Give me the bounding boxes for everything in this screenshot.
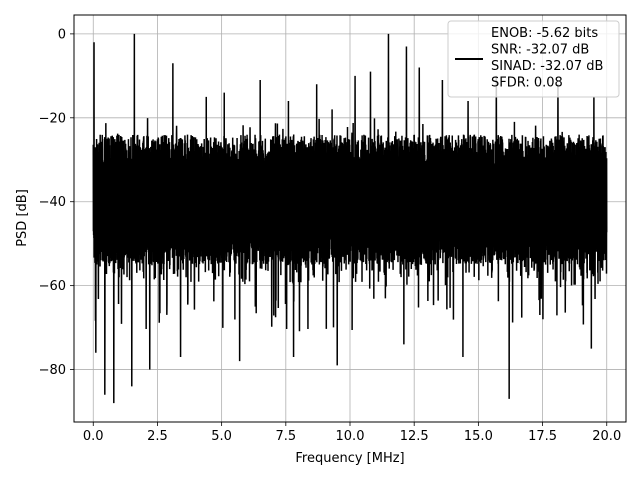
y-axis-label: PSD [dB] — [15, 189, 30, 247]
x-tick-label-4: 10.0 — [336, 429, 365, 444]
x-tick-label-5: 12.5 — [400, 429, 429, 444]
x-tick-label-1: 2.5 — [147, 429, 168, 444]
y-tick-label-0: 0 — [58, 27, 66, 42]
x-tick-label-7: 17.5 — [528, 429, 557, 444]
legend-box — [447, 20, 620, 98]
x-tick-label-3: 7.5 — [275, 429, 296, 444]
legend-entry-line-2: SINAD: -32.07 dB — [491, 59, 603, 74]
series-line-psd — [92, 33, 608, 404]
y-axis-ticks: 0 −20 −40 −60 −80 — [39, 27, 74, 378]
legend-entry-line-3: SFDR: 0.08 — [491, 76, 563, 91]
y-tick-label-2: −40 — [39, 195, 66, 210]
x-tick-label-2: 5.0 — [211, 429, 232, 444]
y-tick-label-1: −20 — [39, 111, 66, 126]
x-axis-label: Frequency [MHz] — [295, 451, 404, 466]
y-tick-label-3: −60 — [39, 279, 66, 294]
legend-entry-line-0: ENOB: -5.62 bits — [491, 26, 598, 41]
x-tick-label-8: 20.0 — [592, 429, 621, 444]
y-tick-label-4: −80 — [39, 363, 66, 378]
x-tick-label-0: 0.0 — [83, 429, 104, 444]
x-tick-label-6: 15.0 — [464, 429, 493, 444]
legend-entry-line-1: SNR: -32.07 dB — [491, 43, 589, 58]
x-axis-ticks: 0.0 2.5 5.0 7.5 10.0 12.5 15.0 17.5 20.0 — [83, 422, 621, 444]
plot-area — [92, 33, 608, 404]
